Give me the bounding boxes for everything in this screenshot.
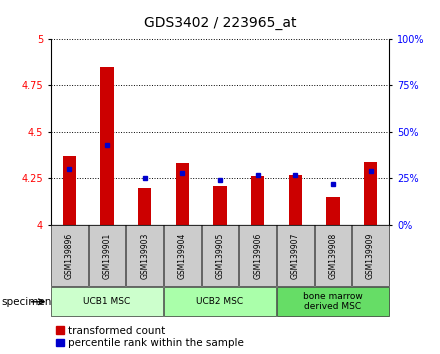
Bar	[63, 156, 76, 225]
Bar	[138, 188, 151, 225]
Text: specimen: specimen	[1, 297, 51, 307]
Text: GDS3402 / 223965_at: GDS3402 / 223965_at	[144, 16, 296, 30]
Text: GSM139906: GSM139906	[253, 233, 262, 279]
Text: GSM139901: GSM139901	[103, 233, 112, 279]
Text: GSM139905: GSM139905	[216, 233, 224, 279]
Text: UCB1 MSC: UCB1 MSC	[84, 297, 131, 306]
Text: GSM139909: GSM139909	[366, 233, 375, 279]
Bar	[326, 197, 340, 225]
Text: UCB2 MSC: UCB2 MSC	[196, 297, 244, 306]
Text: GSM139908: GSM139908	[328, 233, 337, 279]
Bar	[213, 186, 227, 225]
Text: GSM139896: GSM139896	[65, 233, 74, 279]
Bar	[289, 175, 302, 225]
Legend: transformed count, percentile rank within the sample: transformed count, percentile rank withi…	[56, 326, 244, 348]
Bar	[100, 67, 114, 225]
Text: GSM139904: GSM139904	[178, 233, 187, 279]
Text: GSM139903: GSM139903	[140, 233, 149, 279]
Text: bone marrow
derived MSC: bone marrow derived MSC	[303, 292, 363, 312]
Bar	[176, 164, 189, 225]
Bar	[364, 161, 377, 225]
Text: GSM139907: GSM139907	[291, 233, 300, 279]
Bar	[251, 176, 264, 225]
